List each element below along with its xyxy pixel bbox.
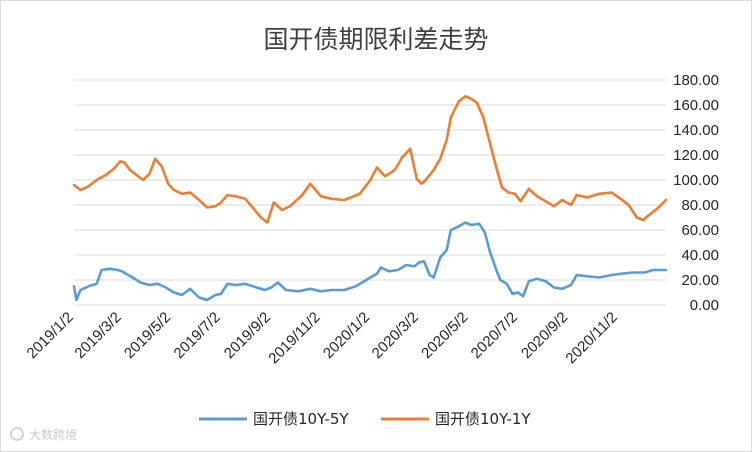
y-tick-label: 80.00: [681, 197, 719, 214]
y-tick-label: 20.00: [681, 272, 719, 289]
x-tick-label: 2020/5/2: [418, 309, 471, 362]
y-tick-label: 0.00: [690, 297, 719, 314]
chart-title: 国开债期限利差走势: [263, 25, 488, 54]
x-tick-label: 2019/7/2: [171, 309, 224, 362]
x-tick-label: 2020/11/2: [562, 309, 620, 367]
x-tick-label: 2019/3/2: [71, 309, 124, 362]
watermark: 大数跨境: [10, 427, 77, 442]
series-lines: [72, 95, 668, 302]
x-tick-label: 2019/5/2: [121, 309, 174, 362]
x-tick-label: 2019/11/2: [265, 309, 323, 367]
watermark-text: 大数跨境: [29, 427, 77, 442]
x-tick-label: 2020/1/2: [320, 309, 373, 362]
y-tick-label: 160.00: [673, 97, 719, 114]
y-tick-label: 180.00: [673, 72, 719, 89]
y-tick-label: 100.00: [673, 172, 719, 189]
legend: 国开债10Y-5Y 国开债10Y-1Y: [199, 410, 531, 428]
y-tick-label: 140.00: [673, 122, 719, 139]
x-tick-label: 2019/1/2: [24, 309, 77, 362]
y-tick-label: 40.00: [681, 247, 719, 264]
series-line-1: [72, 221, 668, 302]
gridlines: [74, 79, 666, 306]
x-axis-ticks: 2019/1/22019/3/22019/5/22019/7/22019/9/2…: [24, 309, 621, 367]
series-line-2: [72, 95, 668, 224]
legend-label-series-1: 国开债10Y-5Y: [253, 410, 349, 428]
y-tick-label: 120.00: [673, 147, 719, 164]
y-tick-label: 60.00: [681, 222, 719, 239]
y-axis-ticks: 0.00 20.00 40.00 60.00 80.00 100.00 120.00 140.…: [673, 72, 719, 314]
x-tick-label: 2020/3/2: [369, 309, 422, 362]
x-tick-label: 2020/7/2: [468, 309, 521, 362]
legend-label-series-2: 国开债10Y-1Y: [435, 410, 531, 428]
watermark-logo-icon: [10, 427, 24, 441]
